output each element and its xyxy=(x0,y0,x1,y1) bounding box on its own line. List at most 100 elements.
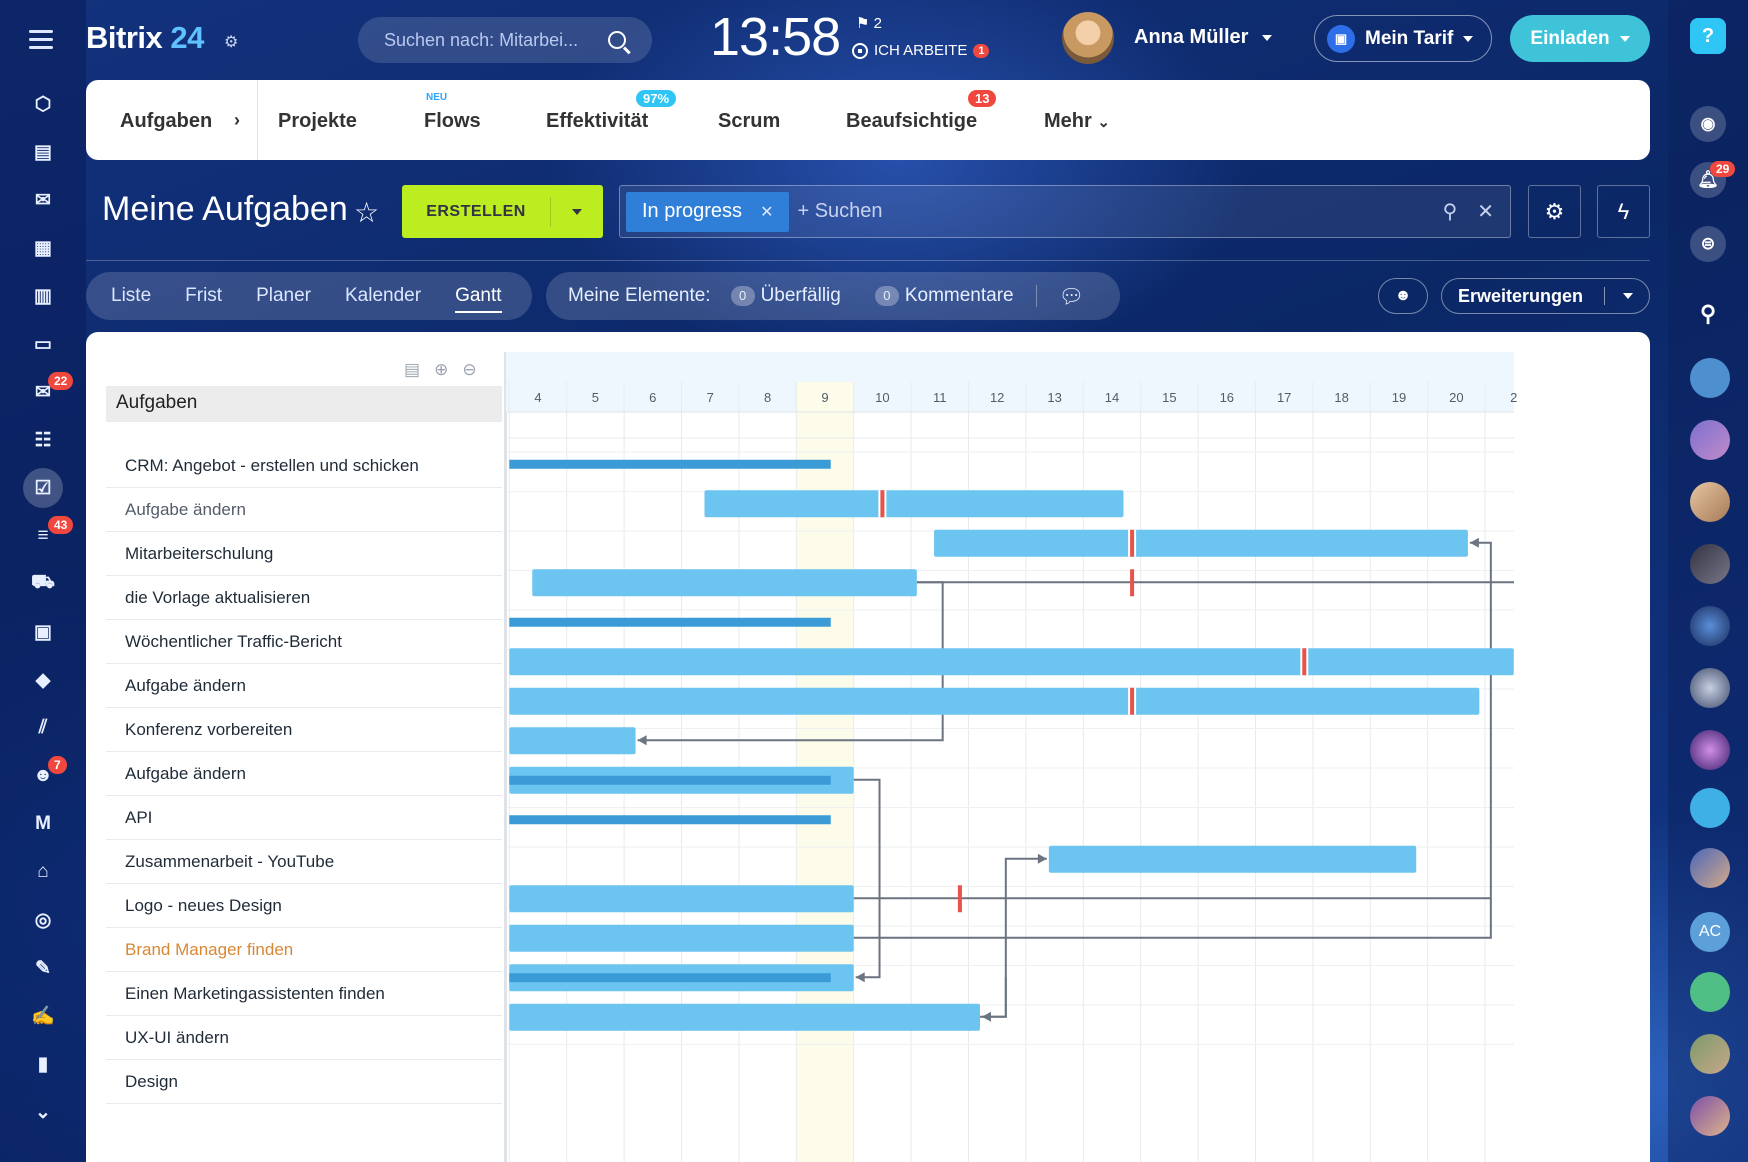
task-row[interactable]: Aufgabe ändern xyxy=(106,488,502,532)
zoom-out-icon[interactable]: ⊖ xyxy=(462,360,477,379)
view-kalender[interactable]: Kalender xyxy=(345,285,422,306)
gantt-splitter[interactable] xyxy=(504,352,507,1162)
tab-effektivitaet[interactable]: Effektivität xyxy=(546,110,649,132)
view-gantt[interactable]: Gantt xyxy=(455,285,503,313)
sidebar-item-box[interactable]: ◆ xyxy=(0,656,86,704)
sidebar-item-target[interactable]: ◎ xyxy=(0,896,86,944)
logo-settings-icon[interactable]: ⚙ xyxy=(224,34,239,51)
comments-filter[interactable]: Kommentare xyxy=(904,285,1014,306)
settings-button[interactable]: ⚙ xyxy=(1528,185,1581,238)
task-row[interactable]: Zusammenarbeit - YouTube xyxy=(106,840,502,884)
sidebar-item-mail[interactable]: ✉ 22 xyxy=(0,368,86,416)
tab-projekte[interactable]: Projekte xyxy=(278,110,357,132)
sidebar-item-contact-card[interactable]: ▣ xyxy=(0,608,86,656)
menu-icon[interactable] xyxy=(29,30,53,49)
chat-avatar[interactable] xyxy=(1690,788,1730,828)
chevron-down-icon[interactable] xyxy=(551,208,603,215)
sidebar-item-tasks[interactable]: ☑ xyxy=(0,464,86,512)
initials-avatar[interactable]: AC xyxy=(1690,912,1730,952)
filter-chip[interactable]: In progress ✕ xyxy=(626,191,790,232)
tab-mehr[interactable]: Mehr ⌄ xyxy=(1044,110,1110,132)
extensions-button[interactable]: Erweiterungen xyxy=(1441,278,1650,314)
task-row[interactable]: CRM: Angebot - erstellen und schicken xyxy=(106,444,502,488)
automation-button[interactable]: ϟ xyxy=(1597,185,1650,238)
messenger-icon[interactable]: ⊜ xyxy=(1690,226,1726,262)
search-icon[interactable]: ⚲ xyxy=(1699,301,1717,326)
flags-counter[interactable]: ⚑ 2 xyxy=(856,15,882,32)
task-row[interactable]: Wöchentlicher Traffic-Bericht xyxy=(106,620,502,664)
day-label: 12 xyxy=(990,390,1004,405)
sidebar-item-m[interactable]: M xyxy=(0,800,86,848)
sidebar-item-cart[interactable]: ⛟ xyxy=(0,560,86,608)
work-status[interactable]: ICH ARBEITE 1 xyxy=(852,42,990,59)
sidebar-item-edit-list[interactable]: ✎ xyxy=(0,944,86,992)
app-logo[interactable]: Bitrix 24 xyxy=(86,20,204,55)
close-icon[interactable]: ✕ xyxy=(760,203,774,221)
contact-avatar[interactable] xyxy=(1690,482,1730,522)
zoom-in-icon[interactable]: ⊕ xyxy=(434,360,449,379)
task-row[interactable]: die Vorlage aktualisieren xyxy=(106,576,502,620)
chat-avatar[interactable] xyxy=(1690,420,1730,460)
view-frist[interactable]: Frist xyxy=(185,285,223,306)
user-menu[interactable]: Anna Müller xyxy=(1134,26,1273,49)
tab-flows[interactable]: Flows xyxy=(424,110,481,132)
task-row[interactable]: Design xyxy=(106,1060,502,1104)
sidebar-item-chat[interactable]: ✉ xyxy=(0,176,86,224)
filter-input[interactable]: + Suchen xyxy=(797,200,883,222)
chat-avatar[interactable] xyxy=(1690,848,1730,888)
star-icon[interactable]: ☆ xyxy=(354,197,380,228)
sidebar-item-sign[interactable]: ✍ xyxy=(0,992,86,1040)
print-icon[interactable]: ▤ xyxy=(404,360,421,379)
create-button[interactable]: ERSTELLEN xyxy=(402,185,603,238)
task-row[interactable]: Konferenz vorbereiten xyxy=(106,708,502,752)
overdue-filter[interactable]: Überfällig xyxy=(760,285,841,306)
chat-avatar[interactable] xyxy=(1690,972,1730,1012)
help-button[interactable]: ? xyxy=(1690,18,1726,54)
search-icon[interactable]: ⚲ xyxy=(1442,201,1458,223)
task-row[interactable]: Aufgabe ändern xyxy=(106,752,502,796)
clock[interactable]: 13:58 xyxy=(710,7,841,67)
sidebar-item-feed[interactable]: ▤ xyxy=(0,128,86,176)
task-row[interactable]: UX-UI ändern xyxy=(106,1016,502,1060)
user-avatar[interactable] xyxy=(1062,12,1114,64)
task-row[interactable]: Logo - neues Design xyxy=(106,884,502,928)
sidebar-item-drive[interactable]: ▭ xyxy=(0,320,86,368)
invite-button[interactable]: Einladen xyxy=(1510,15,1650,62)
tariff-button[interactable]: ▣ Mein Tarif xyxy=(1314,15,1492,62)
group-avatar[interactable] xyxy=(1690,358,1730,398)
chat-avatar[interactable] xyxy=(1690,1034,1730,1074)
tab-scrum[interactable]: Scrum xyxy=(718,110,781,132)
chat-avatar[interactable] xyxy=(1690,1096,1730,1136)
sidebar-item-groups[interactable]: ☷ xyxy=(0,416,86,464)
sidebar-item-robot[interactable]: ☻ 7 xyxy=(0,752,86,800)
chat-avatar[interactable] xyxy=(1690,730,1730,770)
tab-aufgaben[interactable]: Aufgaben xyxy=(120,110,213,132)
global-search-input[interactable]: Suchen nach: Mitarbei... xyxy=(358,17,652,63)
chevron-right-icon[interactable]: › xyxy=(234,110,240,130)
sidebar-item-bank[interactable]: ⌂ xyxy=(0,848,86,896)
task-row[interactable]: Aufgabe ändern xyxy=(106,664,502,708)
contact-avatar[interactable] xyxy=(1690,544,1730,584)
sidebar-item-analytics[interactable]: ▮ xyxy=(0,1040,86,1088)
clear-icon[interactable]: ✕ xyxy=(1477,201,1494,223)
task-row[interactable]: Einen Marketingassistenten finden xyxy=(106,972,502,1016)
chat-avatar[interactable] xyxy=(1690,668,1730,708)
sidebar-item-more-down[interactable]: ⌄ xyxy=(0,1088,86,1136)
sidebar-item-calendar[interactable]: ▦ xyxy=(0,224,86,272)
sidebar-item-funnel[interactable]: ≡ 43 xyxy=(0,512,86,560)
copilot-icon[interactable]: ◉ xyxy=(1690,106,1726,142)
task-row[interactable]: API xyxy=(106,796,502,840)
view-liste[interactable]: Liste xyxy=(111,285,152,306)
filter-search[interactable]: In progress ✕ + Suchen ⚲ ✕ xyxy=(619,185,1511,238)
task-row[interactable]: Brand Manager finden xyxy=(106,928,502,972)
chat-avatar[interactable] xyxy=(1690,606,1730,646)
sidebar-item-marketing[interactable]: ⫽ xyxy=(0,704,86,752)
sidebar-item-document[interactable]: ▥ xyxy=(0,272,86,320)
task-row[interactable]: Mitarbeiterschulung xyxy=(106,532,502,576)
read-all-icon[interactable]: 💬︎ xyxy=(1058,285,1085,308)
sidebar-item-share[interactable]: ⬡ xyxy=(0,80,86,128)
robot-button[interactable]: ☻ xyxy=(1378,278,1428,314)
robot-icon: ☻ xyxy=(1394,287,1412,304)
tab-beaufsichtige[interactable]: Beaufsichtige xyxy=(846,110,978,132)
view-planer[interactable]: Planer xyxy=(256,285,311,306)
